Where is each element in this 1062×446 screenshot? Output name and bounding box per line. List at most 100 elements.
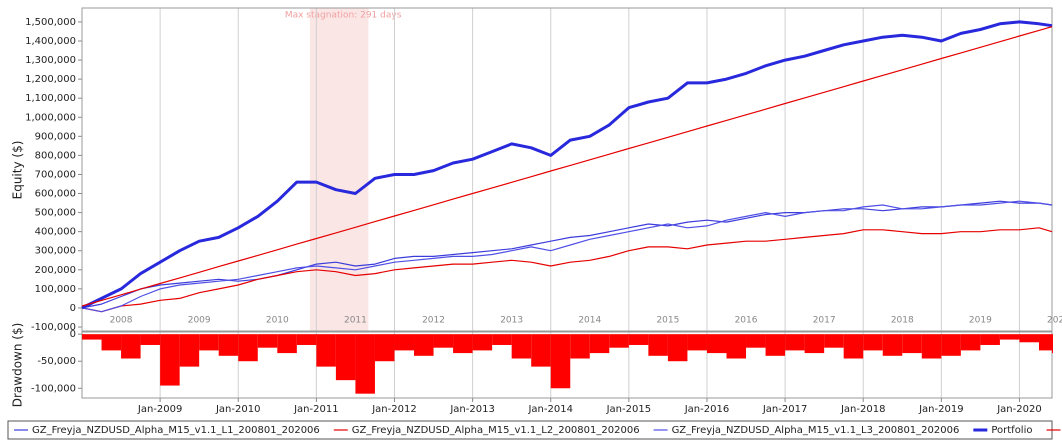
y-tick-label: 400,000 xyxy=(35,227,76,238)
plot-border xyxy=(81,7,1053,332)
drawdown-bar xyxy=(257,334,278,348)
y-tick-label: 1,000,000 xyxy=(25,112,76,123)
year-label: 2010 xyxy=(266,316,289,326)
drawdown-bar xyxy=(433,334,454,348)
drawdown-bar xyxy=(160,334,180,386)
x-tick-label: Jan-2020 xyxy=(996,404,1041,415)
y-tick-label: 500,000 xyxy=(35,208,76,219)
y-axis-title: Drawdown ($) xyxy=(11,323,25,408)
stagnation-label: Max stagnation: 291 days xyxy=(285,11,402,21)
year-label: 2018 xyxy=(891,316,914,326)
drawdown-bar xyxy=(765,334,786,356)
drawdown-bar xyxy=(492,334,512,345)
y-tick-label: -100,000 xyxy=(31,322,76,333)
drawdown-bar xyxy=(1019,334,1039,343)
x-tick-label: Jan-2015 xyxy=(606,404,651,415)
y-tick-label: 800,000 xyxy=(35,150,76,161)
drawdown-bar xyxy=(453,334,473,354)
drawdown-bar xyxy=(101,334,122,351)
drawdown-bar xyxy=(785,334,805,351)
drawdown-bar xyxy=(335,334,356,381)
x-tick-label: Jan-2018 xyxy=(840,404,885,415)
drawdown-bar xyxy=(609,334,629,348)
drawdown-bar xyxy=(570,334,590,359)
year-label: 2011 xyxy=(344,316,367,326)
y-tick-label: 1,300,000 xyxy=(25,55,76,66)
drawdown-bar xyxy=(882,334,903,356)
year-label: 2015 xyxy=(656,316,679,326)
year-label: 2016 xyxy=(735,316,758,326)
y-tick-label: 1,400,000 xyxy=(25,36,76,47)
drawdown-bar xyxy=(179,334,200,367)
legend-label: Portfolio xyxy=(991,425,1032,436)
y-tick-label: -50,000 xyxy=(37,356,76,367)
drawdown-bar xyxy=(199,334,219,351)
x-tick-label: Jan-2016 xyxy=(684,404,729,415)
drawdown-bar xyxy=(218,334,239,356)
legend-label: GZ_Freyja_NZDUSD_Alpha_M15_v1.1_L2_20080… xyxy=(352,425,640,436)
x-tick-label: Jan-2017 xyxy=(762,404,807,415)
stagnation-band xyxy=(309,8,369,331)
drawdown-bar xyxy=(746,334,766,348)
drawdown-bar xyxy=(589,334,610,354)
drawdown-bar xyxy=(667,334,688,362)
year-label: 2017 xyxy=(813,316,836,326)
year-label: 2013 xyxy=(500,316,523,326)
year-label: 2014 xyxy=(578,316,601,326)
drawdown-bar xyxy=(277,334,297,354)
series-line xyxy=(81,200,1053,309)
drawdown-bar xyxy=(628,334,649,345)
y-tick-label: 1,500,000 xyxy=(25,17,76,28)
drawdown-bar xyxy=(1038,334,1052,351)
drawdown-bar xyxy=(374,334,395,362)
series-line xyxy=(81,20,1053,310)
legend-label: GZ_Freyja_NZDUSD_Alpha_M15_v1.1_L1_20080… xyxy=(32,425,320,436)
x-tick-label: Jan-2013 xyxy=(449,404,494,415)
drawdown-bar xyxy=(531,334,551,367)
drawdown-bar xyxy=(140,334,161,345)
x-tick-label: Jan-2014 xyxy=(527,404,572,415)
y-tick-label: 600,000 xyxy=(35,189,76,200)
y-axis-title: Equity ($) xyxy=(11,141,25,200)
drawdown-bar xyxy=(648,334,668,356)
drawdown-bar xyxy=(296,334,317,345)
year-label: 2019 xyxy=(969,316,992,326)
x-tick-label: Jan-2010 xyxy=(215,404,260,415)
drawdown-bar xyxy=(511,334,532,359)
drawdown-bar xyxy=(472,334,493,351)
x-tick-label: Jan-2011 xyxy=(293,404,338,415)
series-line xyxy=(81,200,1053,313)
year-label: 2020 xyxy=(1047,316,1062,326)
drawdown-bar xyxy=(1052,334,1053,354)
drawdown-bar xyxy=(960,334,981,351)
drawdown-bar xyxy=(238,334,258,362)
drawdown-bar xyxy=(902,334,922,354)
drawdown-bar xyxy=(999,334,1020,340)
drawdown-bar xyxy=(414,334,434,356)
drawdown-bar xyxy=(82,334,102,340)
x-tick-label: Jan-2012 xyxy=(371,404,416,415)
plot-border xyxy=(81,331,1053,399)
y-tick-label: 300,000 xyxy=(35,246,76,257)
drawdown-bar xyxy=(394,334,415,351)
series-line xyxy=(81,26,1053,307)
drawdown-bar xyxy=(824,334,844,348)
year-label: 2009 xyxy=(188,316,211,326)
y-tick-label: -100,000 xyxy=(31,383,76,394)
drawdown-bar xyxy=(863,334,883,351)
year-label: 2008 xyxy=(110,316,133,326)
y-tick-label: 700,000 xyxy=(35,169,76,180)
drawdown-bar xyxy=(941,334,961,356)
y-tick-label: 200,000 xyxy=(35,265,76,276)
drawdown-bar xyxy=(804,334,825,354)
drawdown-bar xyxy=(550,334,571,389)
x-tick-label: Jan-2019 xyxy=(918,404,963,415)
year-label: 2012 xyxy=(422,316,445,326)
y-tick-label: 900,000 xyxy=(35,131,76,142)
series-line xyxy=(81,227,1053,313)
drawdown-bar xyxy=(921,334,942,359)
y-tick-label: 1,100,000 xyxy=(25,93,76,104)
drawdown-bar xyxy=(726,334,747,359)
